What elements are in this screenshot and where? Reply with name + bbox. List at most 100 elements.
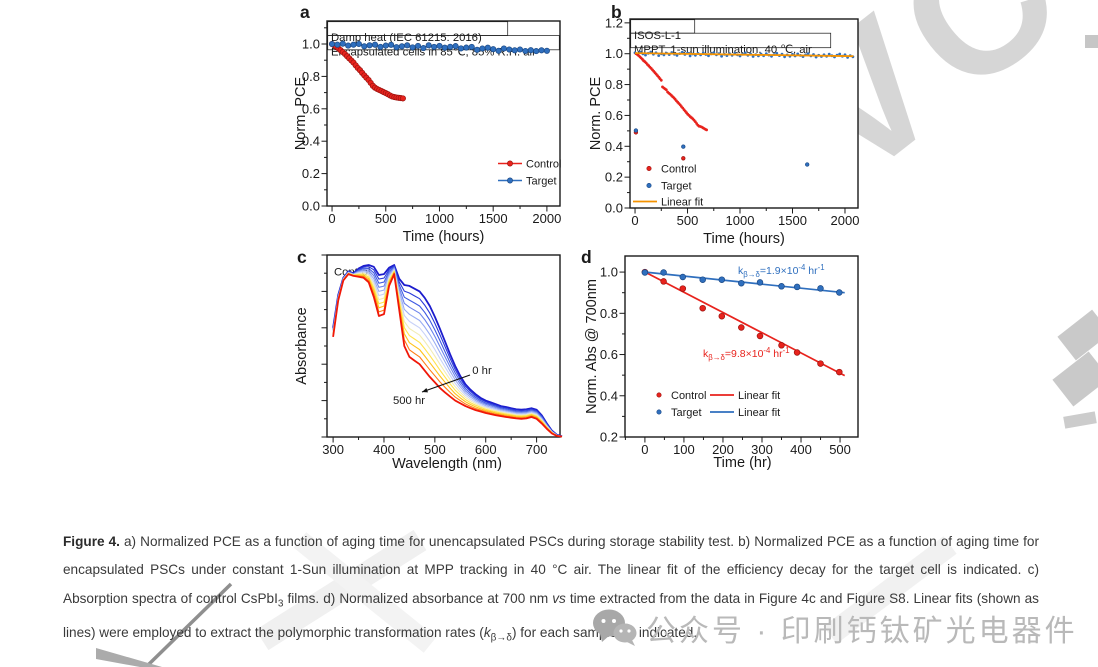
svg-text:1000: 1000	[726, 213, 755, 228]
svg-text:Linear fit: Linear fit	[661, 197, 703, 209]
svg-text:0: 0	[328, 211, 335, 226]
panel-a-y-axis-label: Norm. PCE	[293, 77, 309, 151]
svg-text:1.0: 1.0	[600, 265, 618, 280]
panel-c-label: c	[297, 247, 307, 267]
svg-text:Target: Target	[661, 181, 692, 193]
svg-text:500: 500	[375, 211, 397, 226]
panel-a-series-control	[328, 40, 406, 102]
svg-text:0: 0	[631, 213, 638, 228]
panel-b-legend-control: Control	[646, 164, 696, 176]
svg-text:0.4: 0.4	[605, 139, 623, 154]
panel-b-series-linear-fit	[634, 52, 854, 58]
panel-a-inner-title-0: Damp heat (IEC 61215: 2016)	[331, 32, 482, 44]
panel-b-x-axis-label: Time (hours)	[703, 231, 785, 247]
svg-text:300: 300	[322, 442, 344, 457]
svg-text:600: 600	[475, 442, 497, 457]
panel-d-legend-target: Target	[656, 407, 702, 419]
panel-a-ticks	[321, 27, 548, 212]
watermark-fragment	[255, 529, 427, 651]
svg-text:Linear fit: Linear fit	[738, 407, 780, 419]
svg-text:500: 500	[424, 442, 446, 457]
panel-b: 0 500 1000 1500 2000 0.0 0.2 0.4 0.6 0.8 1.0 1.2 Tim…	[588, 2, 859, 247]
svg-text:Control: Control	[671, 390, 706, 402]
caption-italic-vs: vs	[552, 590, 566, 606]
panel-a-tick-labels: 0 500 1000 1500 2000 0.0 0.2 0.4 0.6 0.8 1.0	[302, 37, 561, 226]
panel-d-tick-labels: 0 100 200 300 400 500 0.2 0.4 0.6 0.8 1.0	[600, 265, 851, 457]
watermark-fragment	[1063, 411, 1097, 429]
watermark-fragment	[1057, 309, 1098, 361]
figure-caption: Figure 4. a) Normalized PCE as a functio…	[63, 528, 1039, 653]
svg-text:0.6: 0.6	[600, 347, 618, 362]
panel-a-legend-target: Target	[498, 176, 557, 188]
panel-b-y-axis-label: Norm. PCE	[588, 77, 604, 151]
wechat-watermark-text: 公众号 · 印刷钙钛矿光电器件	[646, 615, 1078, 648]
svg-text:1.2: 1.2	[605, 15, 623, 30]
panel-d-series-control-linear-fit	[642, 270, 846, 377]
svg-text:400: 400	[373, 442, 395, 457]
panel-c-ticks	[321, 254, 538, 443]
panel-c-spectrum-200hr	[332, 268, 563, 437]
svg-text:0.6: 0.6	[605, 108, 623, 123]
panel-c-spectrum-100hr	[332, 266, 563, 437]
panel-a-series-target	[328, 40, 550, 55]
svg-text:Control: Control	[526, 159, 561, 171]
svg-text:0.8: 0.8	[605, 77, 623, 92]
panel-c-arrow	[421, 374, 471, 393]
panel-c-spectrum-0hr	[332, 264, 563, 438]
svg-text:0.2: 0.2	[600, 430, 618, 445]
panel-b-frame	[629, 18, 859, 209]
panel-d: 0 100 200 300 400 500 0.2 0.4 0.6 0.8 1.0 Time (hr)…	[581, 247, 859, 471]
panel-c-spectrum-400hr	[332, 271, 563, 438]
caption-text-3: time extracted from the data in Figure 4…	[63, 590, 1039, 640]
panel-d-rate-annotation-0: kβ→δ=1.9×10-4 hr-1	[738, 263, 825, 279]
svg-text:0.4: 0.4	[600, 388, 618, 403]
caption-text-1: a) Normalized PCE as a function of aging…	[63, 534, 1039, 606]
panel-b-label: b	[611, 2, 622, 22]
svg-text:2000: 2000	[831, 213, 860, 228]
panel-c-arrow-head	[422, 387, 428, 393]
wechat-icon	[593, 609, 637, 646]
svg-text:300: 300	[751, 442, 773, 457]
panel-d-y-axis-label: Norm. Abs @ 700nm	[584, 279, 600, 414]
svg-text:0.0: 0.0	[605, 201, 623, 216]
panel-d-series-control	[641, 268, 843, 376]
watermark-diagonal-shape	[96, 648, 162, 667]
panel-a: 0 500 1000 1500 2000 0.0 0.2 0.4 0.6 0.8 1.0 Time (…	[293, 2, 561, 245]
svg-text:0.4: 0.4	[302, 134, 320, 149]
svg-text:1.0: 1.0	[302, 37, 320, 52]
watermark-diagonal-line	[144, 582, 233, 667]
panel-b-series-control	[634, 52, 708, 132]
svg-text:100: 100	[673, 442, 695, 457]
svg-text:0.0: 0.0	[302, 199, 320, 214]
panel-b-inner-title-0: ISOS-L-1	[634, 30, 681, 42]
watermark-fragment	[293, 532, 437, 653]
caption-italic-k: k	[483, 624, 491, 640]
svg-text:Control: Control	[661, 164, 696, 176]
panel-d-legend-linear-fit: Linear fit	[710, 407, 780, 419]
svg-text:0.8: 0.8	[302, 69, 320, 84]
panel-c-spectrum-150hr	[332, 267, 563, 437]
wechat-watermark: 公众号 · 印刷钙钛矿光电器件	[592, 606, 1078, 650]
svg-text:0: 0	[641, 442, 648, 457]
panel-d-label: d	[581, 247, 592, 267]
panel-b-legend-linear-fit: Linear fit	[633, 197, 703, 209]
panel-c-spectrum-50hr	[332, 265, 563, 437]
panel-d-legend-control: Control	[656, 390, 706, 402]
panel-d-rate-annotation-1: kβ→δ=9.8×10-4 hr-1	[703, 346, 790, 362]
watermark-fragment	[823, 536, 957, 644]
panel-d-x-axis-label: Time (hr)	[713, 455, 771, 471]
panel-c-spectrum-500hr	[332, 273, 563, 438]
svg-text:1.0: 1.0	[605, 46, 623, 61]
svg-text:0.8: 0.8	[600, 306, 618, 321]
panel-b-tick-labels: 0 500 1000 1500 2000 0.0 0.2 0.4 0.6 0.8 1.0 1.2	[605, 15, 860, 228]
svg-text:400: 400	[790, 442, 812, 457]
svg-text:Linear fit: Linear fit	[738, 390, 780, 402]
svg-text:0.2: 0.2	[605, 170, 623, 185]
panel-a-x-axis-label: Time (hours)	[403, 229, 485, 245]
svg-text:200: 200	[712, 442, 734, 457]
panel-d-series-target	[641, 269, 843, 296]
svg-text:1000: 1000	[425, 211, 454, 226]
svg-text:500: 500	[829, 442, 851, 457]
